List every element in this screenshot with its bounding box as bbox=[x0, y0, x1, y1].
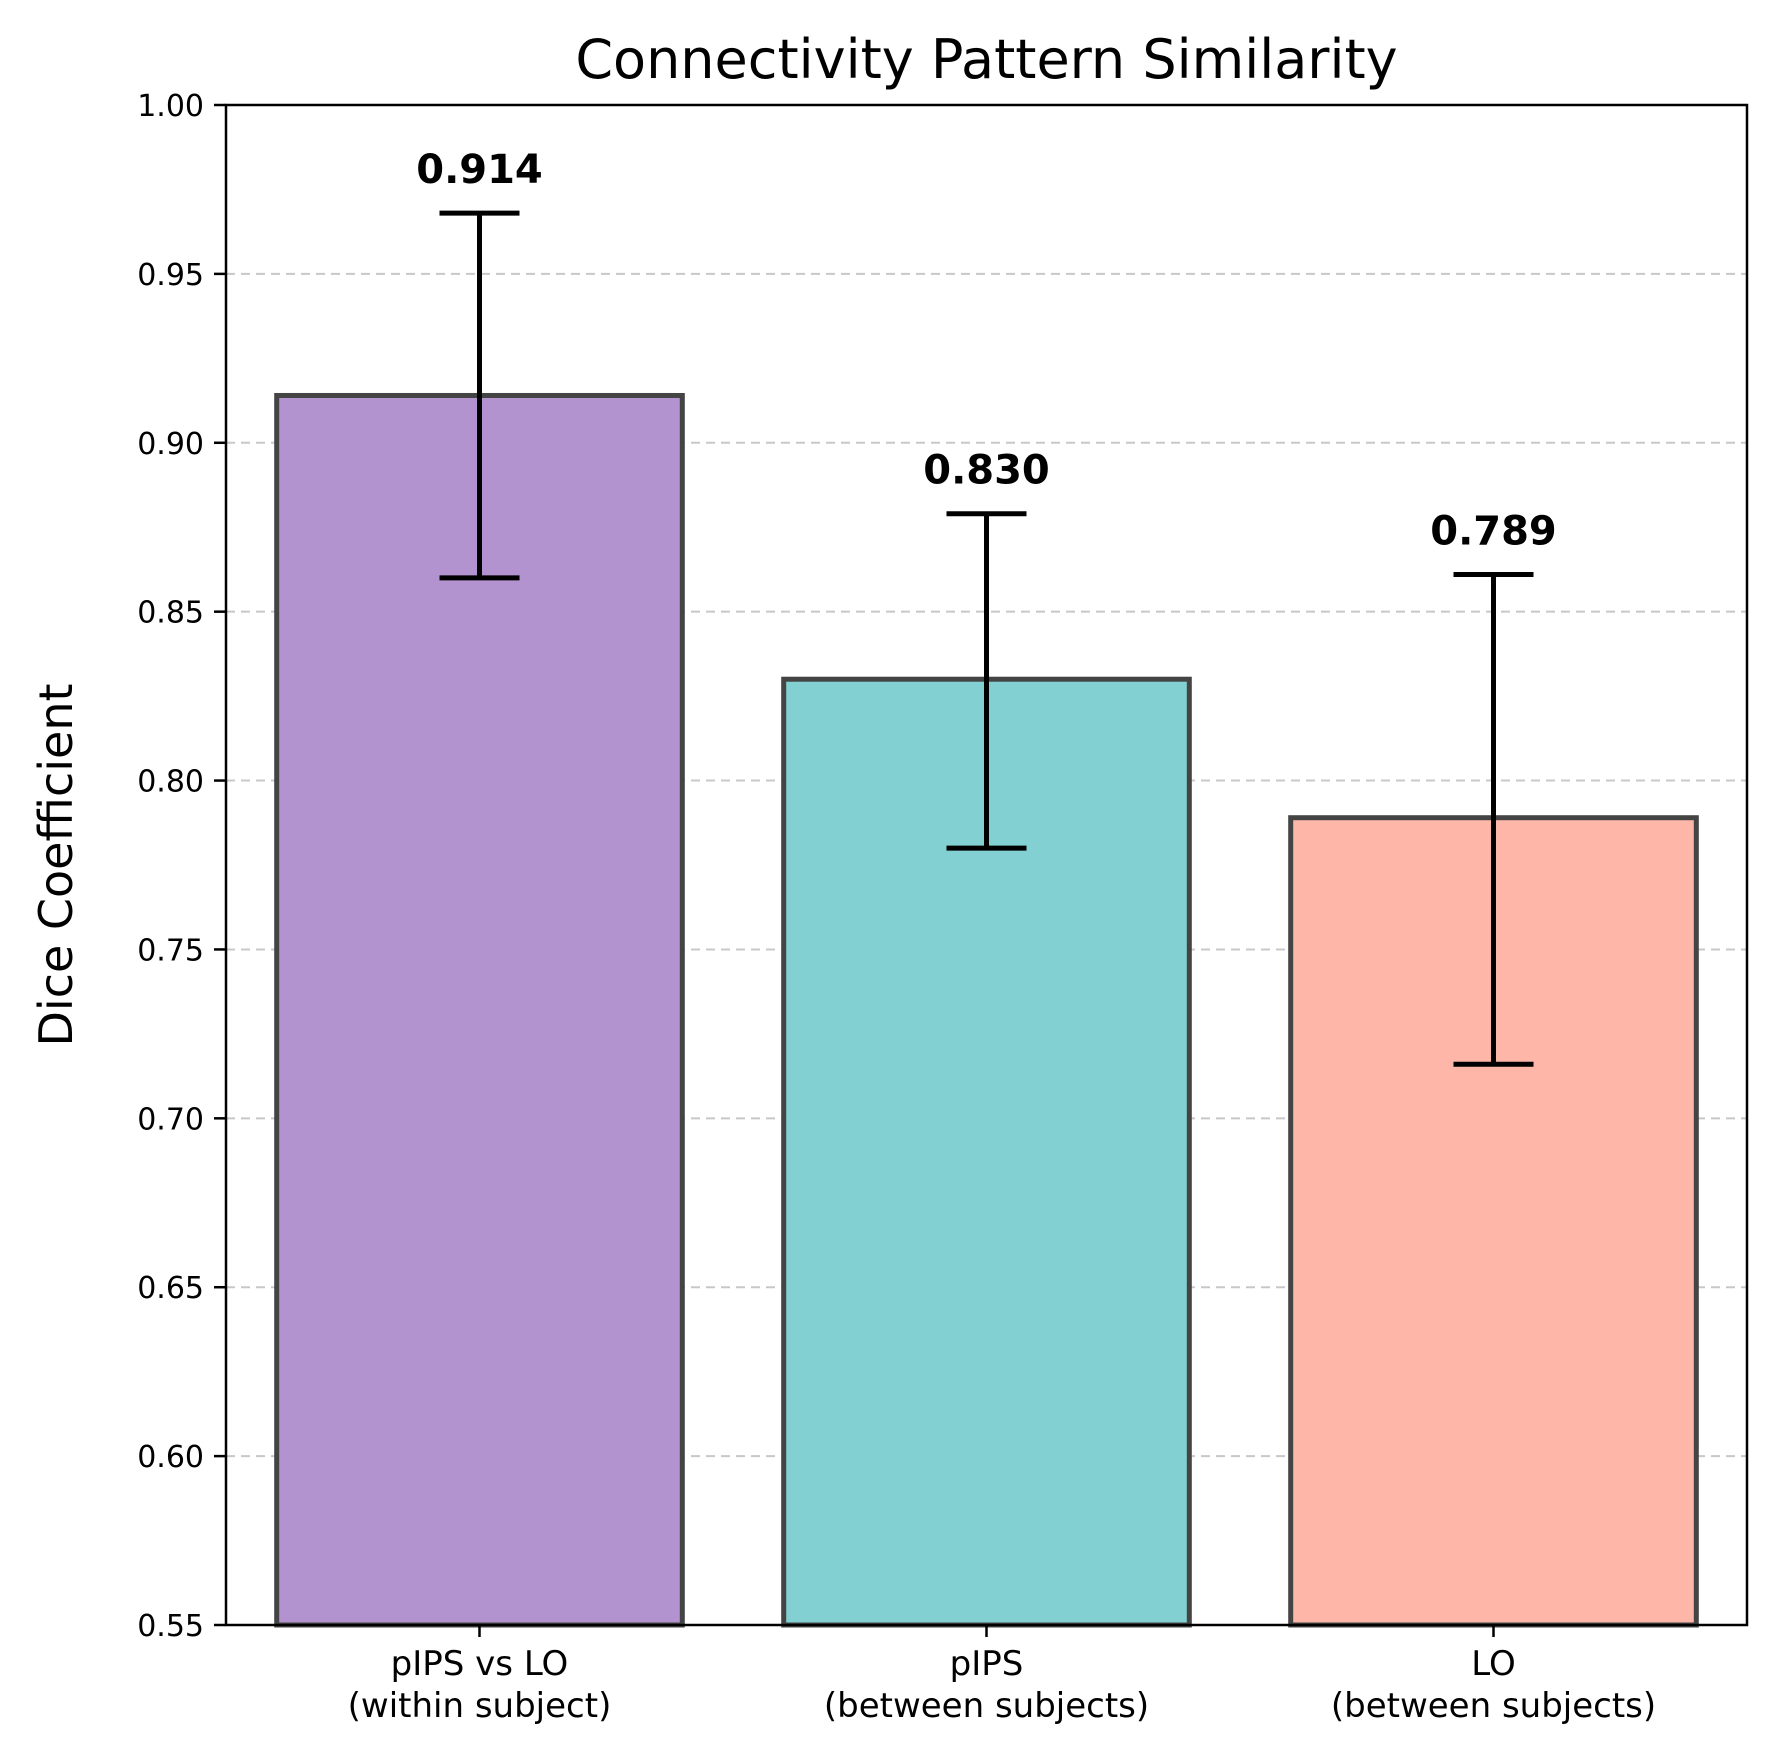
y-axis-label: Dice Coefficient bbox=[29, 683, 83, 1046]
y-tick-label: 0.75 bbox=[137, 933, 204, 968]
x-tick-label: pIPS vs LO bbox=[391, 1644, 569, 1684]
value-label: 0.789 bbox=[1430, 509, 1557, 555]
error-bars bbox=[439, 210, 1534, 1067]
x-tick-sublabel: (between subjects) bbox=[1331, 1686, 1656, 1726]
bar-1 bbox=[274, 392, 685, 1628]
x-tick-sublabel: (within subject) bbox=[348, 1686, 612, 1726]
y-tick-label: 0.80 bbox=[137, 765, 204, 800]
y-axis-ticks: 0.55 0.60 0.65 0.70 0.75 0.80 0.85 0.90 0.95 1.00 bbox=[137, 89, 226, 1644]
chart-title: Connectivity Pattern Similarity bbox=[575, 28, 1397, 91]
value-label: 0.830 bbox=[923, 448, 1050, 494]
y-tick-label: 0.95 bbox=[137, 258, 204, 293]
y-tick-label: 0.70 bbox=[137, 1102, 204, 1137]
x-tick-sublabel: (between subjects) bbox=[824, 1686, 1149, 1726]
value-label: 0.914 bbox=[416, 147, 543, 193]
x-tick-label: LO bbox=[1471, 1644, 1516, 1684]
y-tick-label: 0.55 bbox=[137, 1609, 204, 1644]
x-tick-label: pIPS bbox=[950, 1644, 1024, 1684]
value-labels: 0.914 0.830 0.789 bbox=[416, 147, 1557, 554]
x-axis-ticks: pIPS vs LO(within subject)pIPS(between s… bbox=[348, 1625, 1656, 1726]
y-tick-label: 0.90 bbox=[137, 427, 204, 462]
y-tick-label: 0.85 bbox=[137, 596, 204, 631]
y-tick-label: 0.65 bbox=[137, 1271, 204, 1306]
y-tick-label: 1.00 bbox=[137, 89, 204, 124]
y-tick-label: 0.60 bbox=[137, 1440, 204, 1475]
